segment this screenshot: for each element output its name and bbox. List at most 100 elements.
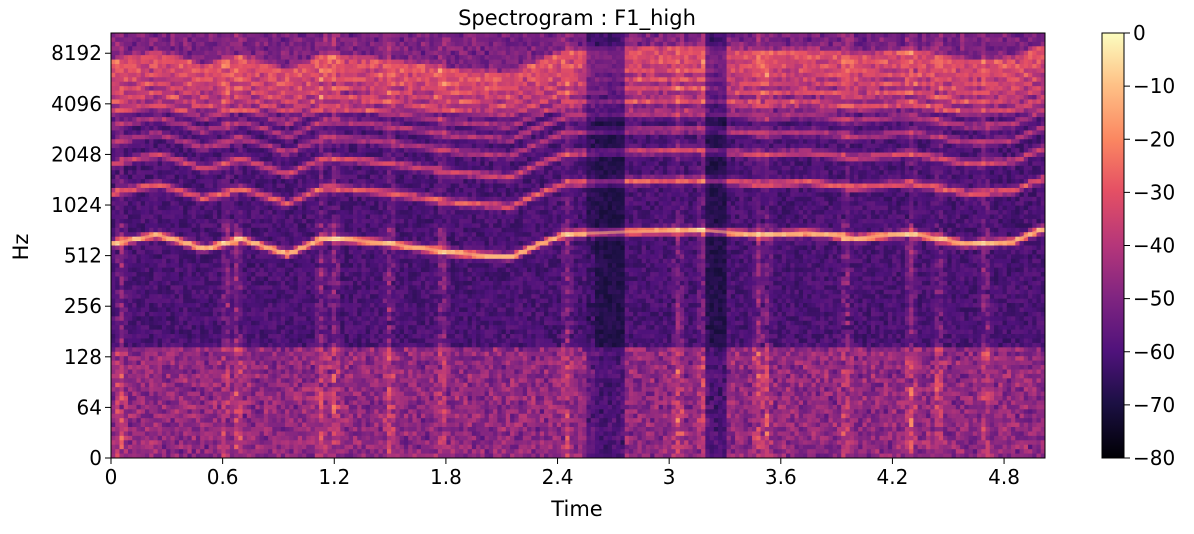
spectrogram-cell — [208, 254, 214, 260]
spectrogram-cell — [144, 205, 150, 211]
spectrogram-cell — [327, 378, 333, 384]
spectrogram-cell — [187, 187, 193, 193]
spectrogram-cell — [157, 174, 163, 180]
spectrogram-cell — [297, 134, 303, 140]
spectrogram-cell — [221, 55, 227, 60]
spectrogram-cell — [208, 369, 214, 375]
spectrogram-cell — [174, 280, 180, 286]
spectrogram-cell — [200, 174, 205, 180]
spectrogram-cell — [314, 68, 320, 74]
spectrogram-cell — [327, 289, 333, 295]
spectrogram-cell — [238, 334, 244, 339]
spectrogram-cell — [297, 280, 303, 286]
spectrogram-cell — [140, 130, 146, 136]
spectrogram-cell — [149, 121, 154, 127]
spectrogram-cell — [255, 351, 260, 357]
spectrogram-cell — [157, 249, 163, 255]
spectrogram-cell — [191, 316, 197, 322]
spectrogram-cell — [272, 192, 277, 198]
spectrogram-cell — [217, 174, 222, 180]
spectrogram-cell — [327, 210, 333, 215]
spectrogram-cell — [153, 148, 159, 153]
spectrogram-cell — [119, 196, 125, 202]
spectrogram-cell — [127, 192, 133, 198]
spectrogram-cell — [183, 409, 188, 415]
spectrogram-cell — [170, 77, 176, 83]
spectrogram-cell — [280, 453, 286, 458]
spectrogram-cell — [217, 161, 222, 167]
spectrogram-cell — [246, 325, 252, 331]
spectrogram-cell — [140, 396, 146, 401]
spectrogram-cell — [314, 196, 320, 202]
spectrogram-cell — [157, 351, 163, 357]
spectrogram-cell — [221, 444, 227, 450]
spectrogram-cell — [183, 236, 188, 242]
spectrogram-cell — [259, 205, 265, 211]
spectrogram-cell — [280, 303, 286, 308]
spectrogram-cell — [268, 307, 273, 313]
spectrogram-cell — [204, 285, 210, 291]
spectrogram-cell — [234, 329, 239, 335]
spectrogram-cell — [178, 41, 184, 47]
spectrogram-cell — [251, 59, 256, 65]
spectrogram-cell — [127, 72, 133, 78]
spectrogram-cell — [183, 404, 188, 410]
spectrogram-cell — [280, 108, 286, 114]
spectrogram-cell — [149, 112, 154, 118]
spectrogram-cell — [119, 50, 125, 56]
spectrogram-cell — [217, 249, 222, 255]
spectrogram-cell — [319, 94, 324, 100]
spectrogram-cell — [195, 351, 201, 357]
spectrogram-cell — [149, 99, 154, 105]
spectrogram-cell — [140, 325, 146, 331]
spectrogram-cell — [212, 223, 218, 229]
spectrogram-cell — [178, 280, 184, 286]
spectrogram-cell — [302, 303, 307, 308]
spectrogram-cell — [187, 103, 193, 109]
spectrogram-cell — [225, 41, 231, 47]
spectrogram-cell — [293, 449, 299, 454]
spectrogram-cell — [178, 263, 184, 269]
spectrogram-cell — [166, 289, 171, 295]
spectrogram-cell — [200, 130, 205, 136]
spectrogram-cell — [132, 267, 137, 273]
spectrogram-cell — [255, 232, 260, 238]
spectrogram-cell — [323, 311, 328, 317]
spectrogram-cell — [285, 134, 290, 140]
spectrogram-cell — [217, 218, 222, 224]
spectrogram-cell — [327, 431, 333, 437]
spectrogram-cell — [208, 276, 214, 282]
spectrogram-cell — [259, 130, 265, 136]
spectrogram-cell — [302, 404, 307, 410]
spectrogram-cell — [263, 94, 269, 100]
spectrogram-cell — [157, 316, 163, 322]
spectrogram-cell — [263, 334, 269, 339]
spectrogram-cell — [111, 117, 116, 122]
spectrogram-cell — [259, 294, 265, 300]
spectrogram-cell — [302, 55, 307, 60]
spectrogram-cell — [272, 431, 277, 437]
spectrogram-cell — [259, 418, 265, 423]
spectrogram-cell — [111, 99, 116, 105]
spectrogram-cell — [289, 125, 294, 131]
spectrogram-cell — [115, 72, 120, 78]
spectrogram-cell — [174, 59, 180, 65]
spectrogram-cell — [263, 325, 269, 331]
spectrogram-cell — [153, 280, 159, 286]
spectrogram-cell — [280, 440, 286, 446]
spectrogram-cell — [289, 139, 294, 145]
spectrogram-cell — [136, 325, 142, 331]
spectrogram-cell — [127, 179, 133, 184]
spectrogram-cell — [174, 232, 180, 238]
spectrogram-cell — [319, 50, 324, 56]
spectrogram-cell — [314, 227, 320, 233]
spectrogram-cell — [127, 258, 133, 264]
spectrogram-cell — [136, 121, 142, 127]
spectrogram-cell — [195, 431, 201, 437]
spectrogram-cell — [259, 303, 265, 308]
spectrogram-cell — [157, 143, 163, 149]
spectrogram-cell — [166, 33, 171, 38]
spectrogram-cell — [111, 94, 116, 100]
spectrogram-cell — [111, 298, 116, 304]
spectrogram-cell — [127, 117, 133, 122]
